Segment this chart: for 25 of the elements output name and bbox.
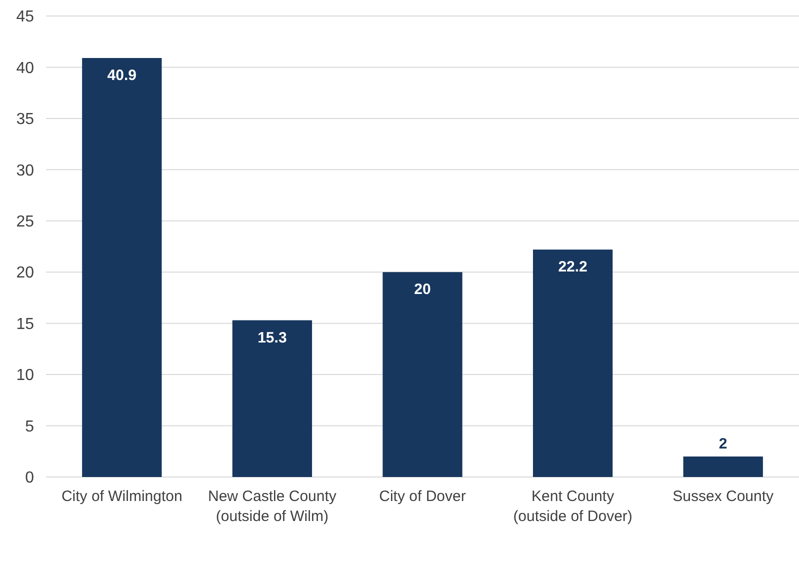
y-tick-label: 5	[25, 418, 34, 436]
bar	[232, 320, 312, 477]
data-label: 22.2	[558, 258, 588, 276]
bar	[82, 58, 162, 477]
y-tick-label: 30	[16, 162, 34, 180]
y-tick-label: 35	[16, 111, 34, 128]
y-tick-label: 25	[16, 213, 34, 230]
y-tick-label: 45	[16, 8, 34, 26]
y-tick-label: 40	[16, 60, 34, 77]
x-tick-label: City of Wilmington	[61, 488, 182, 505]
data-label: 20	[414, 281, 431, 298]
x-tick-label: Kent County (outside of Dover)	[513, 488, 632, 525]
x-tick-label: New Castle County (outside of Wilm)	[208, 488, 337, 525]
bar	[382, 272, 462, 477]
x-tick-label: Sussex County	[672, 488, 774, 505]
y-tick-label: 10	[16, 367, 34, 384]
data-label: 40.9	[107, 67, 137, 84]
y-tick-label: 20	[16, 264, 34, 282]
y-tick-label: 0	[25, 470, 34, 487]
data-label: 15.3	[258, 329, 287, 346]
bar	[532, 250, 613, 477]
x-tick-label: City of Dover	[379, 488, 466, 505]
y-tick-label: 15	[16, 316, 34, 333]
data-label: 2	[718, 436, 728, 453]
bar	[683, 456, 763, 477]
